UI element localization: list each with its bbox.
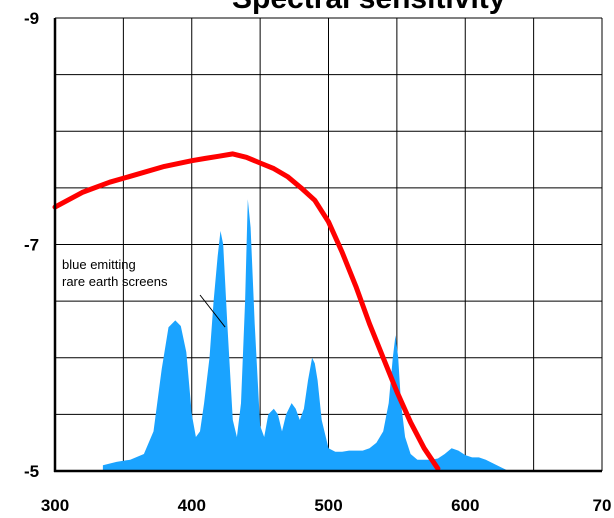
axis-tick-labels: 300 400 500 600 70 -9 -7 -5 [24,9,611,515]
emission-spectrum-area [102,199,507,471]
x-tick-label: 500 [314,496,342,515]
sensitivity-curve [52,151,441,472]
y-tick-label: -5 [24,462,39,481]
annotation-text: blue emitting [62,257,136,272]
chart-title: Spectral sensitivity [232,0,506,15]
plot-frame [53,18,602,473]
x-tick-label: 70 [593,496,612,515]
x-tick-label: 400 [178,496,206,515]
annotation-leader-line [199,294,226,328]
x-tick-label: 600 [451,496,479,515]
y-tick-label: -9 [24,9,39,28]
annotation-text: rare earth screens [62,274,168,289]
x-tick-label: 300 [41,496,69,515]
plot-grid [54,17,603,472]
y-tick-label: -7 [24,236,39,255]
annotation-label: blue emitting rare earth screens [62,257,226,328]
